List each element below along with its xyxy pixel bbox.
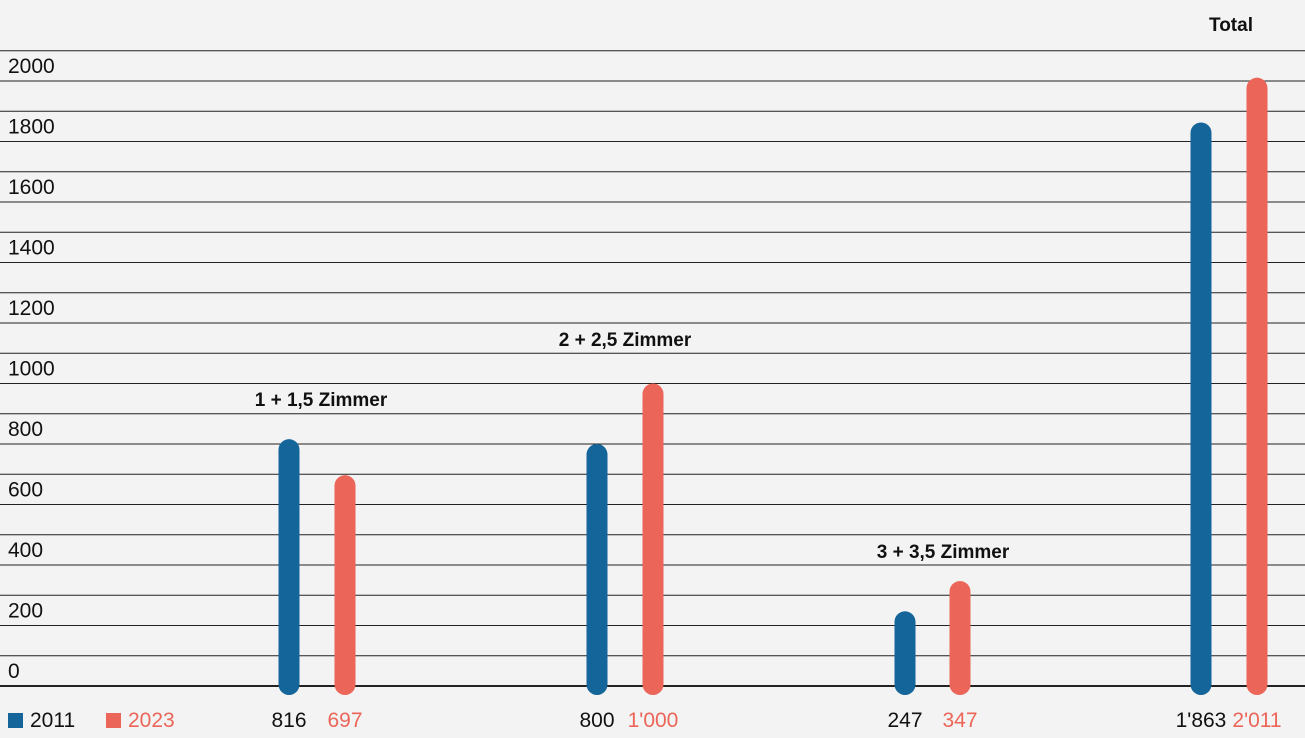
legend-label-2011: 2011 <box>30 709 75 732</box>
bar-2023-0 <box>334 475 356 695</box>
category-label: Total <box>1209 15 1253 36</box>
value-label: 1'000 <box>628 709 679 732</box>
gridlines <box>0 50 1305 687</box>
y-tick-label: 1600 <box>8 176 55 199</box>
bar-2011-2 <box>894 611 916 695</box>
category-label: 3 + 3,5 Zimmer <box>877 542 1010 563</box>
y-tick-label: 1400 <box>8 237 55 260</box>
bar-2011-1 <box>586 444 608 695</box>
category-label: 1 + 1,5 Zimmer <box>255 390 388 411</box>
bar-2023-2 <box>949 581 971 695</box>
y-tick-label: 1800 <box>8 116 55 139</box>
y-tick-label: 200 <box>8 600 43 623</box>
y-tick-label: 400 <box>8 539 43 562</box>
legend-swatch-2011 <box>8 713 23 728</box>
y-tick-label: 1200 <box>8 297 55 320</box>
bar-2023-3 <box>1246 77 1268 696</box>
y-tick-label: 2000 <box>8 55 55 78</box>
value-label: 816 <box>271 709 306 732</box>
value-label: 800 <box>579 709 614 732</box>
value-label: 697 <box>327 709 362 732</box>
bar-2011-3 <box>1190 122 1212 695</box>
bars <box>278 77 1268 696</box>
y-tick-label: 0 <box>8 660 20 683</box>
value-label: 1'863 <box>1176 709 1227 732</box>
category-label: 2 + 2,5 Zimmer <box>559 330 692 351</box>
value-label: 247 <box>887 709 922 732</box>
bar-2011-0 <box>278 439 300 695</box>
bar-2023-1 <box>642 383 664 695</box>
value-label: 2'011 <box>1232 709 1281 732</box>
labels: 0 200 400 600 800 1000 1200 1400 1600 1800 2000 816… <box>8 15 1282 732</box>
y-tick-label: 600 <box>8 479 43 502</box>
y-tick-label: 800 <box>8 418 43 441</box>
value-label: 347 <box>942 709 977 732</box>
y-tick-label: 1000 <box>8 358 55 381</box>
legend: 2011 2023 <box>8 709 175 732</box>
legend-label-2023: 2023 <box>128 709 175 732</box>
legend-swatch-2023 <box>106 713 121 728</box>
